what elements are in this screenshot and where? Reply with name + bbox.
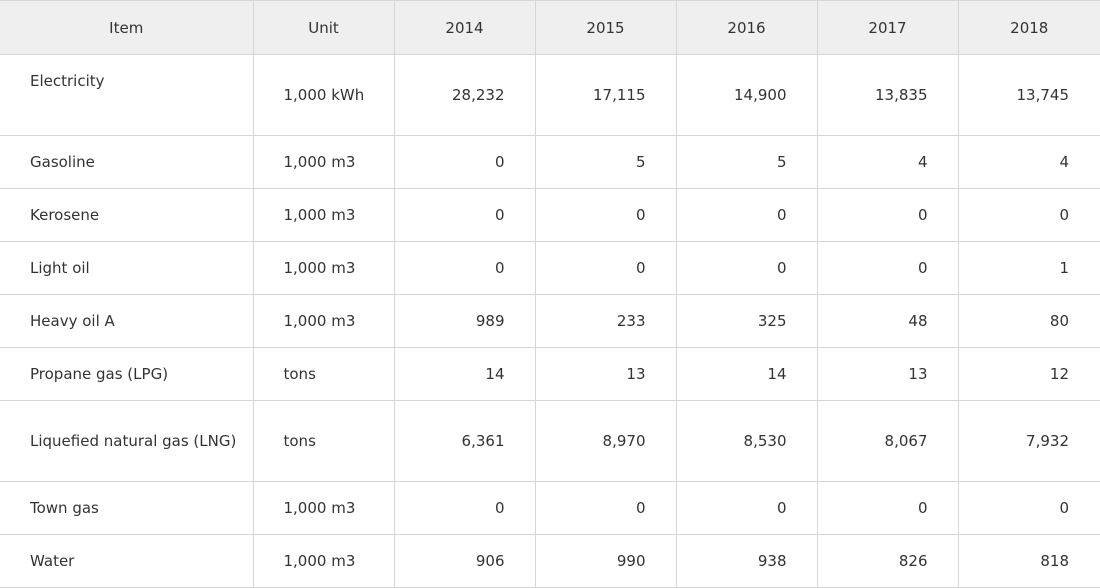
value-cell: 0 (393, 135, 536, 189)
value-cell: 13,835 (816, 54, 959, 136)
value-cell: 14,900 (675, 54, 818, 136)
value-cell: 0 (393, 188, 536, 242)
value-cell: 6,361 (393, 400, 536, 482)
item-cell: Water (0, 534, 254, 588)
value-cell: 4 (957, 135, 1100, 189)
item-cell: Town gas (0, 481, 254, 535)
unit-cell: tons (252, 400, 395, 482)
table-row: Kerosene 1,000 m3 0 0 0 0 0 (0, 188, 1100, 242)
unit-cell: 1,000 m3 (252, 481, 395, 535)
value-cell: 0 (816, 241, 959, 295)
item-cell: Gasoline (0, 135, 254, 189)
header-cell-2015: 2015 (534, 0, 677, 55)
value-cell: 0 (816, 188, 959, 242)
value-cell: 5 (675, 135, 818, 189)
value-cell: 13 (816, 347, 959, 401)
value-cell: 4 (816, 135, 959, 189)
value-cell: 0 (957, 481, 1100, 535)
value-cell: 0 (393, 241, 536, 295)
header-cell-2017: 2017 (816, 0, 959, 55)
item-cell: Propane gas (LPG) (0, 347, 254, 401)
value-cell: 8,067 (816, 400, 959, 482)
item-cell: Heavy oil A (0, 294, 254, 348)
value-cell: 8,970 (534, 400, 677, 482)
unit-cell: 1,000 kWh (252, 54, 395, 136)
header-cell-2014: 2014 (393, 0, 536, 55)
value-cell: 826 (816, 534, 959, 588)
value-cell: 0 (675, 188, 818, 242)
value-cell: 0 (534, 188, 677, 242)
item-cell: Liquefied natural gas (LNG) (0, 400, 254, 482)
table-row: Gasoline 1,000 m3 0 5 5 4 4 (0, 135, 1100, 189)
table-row: Propane gas (LPG) tons 14 13 14 13 12 (0, 347, 1100, 401)
value-cell: 7,932 (957, 400, 1100, 482)
value-cell: 0 (393, 481, 536, 535)
value-cell: 48 (816, 294, 959, 348)
unit-cell: 1,000 m3 (252, 241, 395, 295)
value-cell: 0 (675, 241, 818, 295)
table-row: Light oil 1,000 m3 0 0 0 0 1 (0, 241, 1100, 295)
table-row: Water 1,000 m3 906 990 938 826 818 (0, 534, 1100, 588)
header-cell-item: Item (0, 0, 254, 55)
item-cell: Kerosene (0, 188, 254, 242)
value-cell: 818 (957, 534, 1100, 588)
header-cell-2018: 2018 (957, 0, 1100, 55)
value-cell: 5 (534, 135, 677, 189)
value-cell: 989 (393, 294, 536, 348)
value-cell: 13 (534, 347, 677, 401)
unit-cell: 1,000 m3 (252, 135, 395, 189)
header-cell-2016: 2016 (675, 0, 818, 55)
header-row: Item Unit 2014 2015 2016 2017 2018 (0, 0, 1100, 55)
value-cell: 990 (534, 534, 677, 588)
item-cell: Light oil (0, 241, 254, 295)
table-row: Liquefied natural gas (LNG) tons 6,361 8… (0, 400, 1100, 482)
value-cell: 0 (675, 481, 818, 535)
unit-cell: tons (252, 347, 395, 401)
table-row: Town gas 1,000 m3 0 0 0 0 0 (0, 481, 1100, 535)
value-cell: 938 (675, 534, 818, 588)
value-cell: 28,232 (393, 54, 536, 136)
item-cell: Electricity (0, 54, 254, 136)
value-cell: 906 (393, 534, 536, 588)
value-cell: 17,115 (534, 54, 677, 136)
value-cell: 12 (957, 347, 1100, 401)
unit-cell: 1,000 m3 (252, 294, 395, 348)
unit-cell: 1,000 m3 (252, 534, 395, 588)
table-row: Heavy oil A 1,000 m3 989 233 325 48 80 (0, 294, 1100, 348)
value-cell: 80 (957, 294, 1100, 348)
value-cell: 233 (534, 294, 677, 348)
value-cell: 0 (957, 188, 1100, 242)
unit-cell: 1,000 m3 (252, 188, 395, 242)
value-cell: 0 (534, 241, 677, 295)
value-cell: 13,745 (957, 54, 1100, 136)
value-cell: 0 (816, 481, 959, 535)
value-cell: 325 (675, 294, 818, 348)
header-cell-unit: Unit (252, 0, 395, 55)
table-row: Electricity 1,000 kWh 28,232 17,115 14,9… (0, 54, 1100, 136)
value-cell: 8,530 (675, 400, 818, 482)
value-cell: 0 (534, 481, 677, 535)
value-cell: 14 (393, 347, 536, 401)
value-cell: 1 (957, 241, 1100, 295)
value-cell: 14 (675, 347, 818, 401)
